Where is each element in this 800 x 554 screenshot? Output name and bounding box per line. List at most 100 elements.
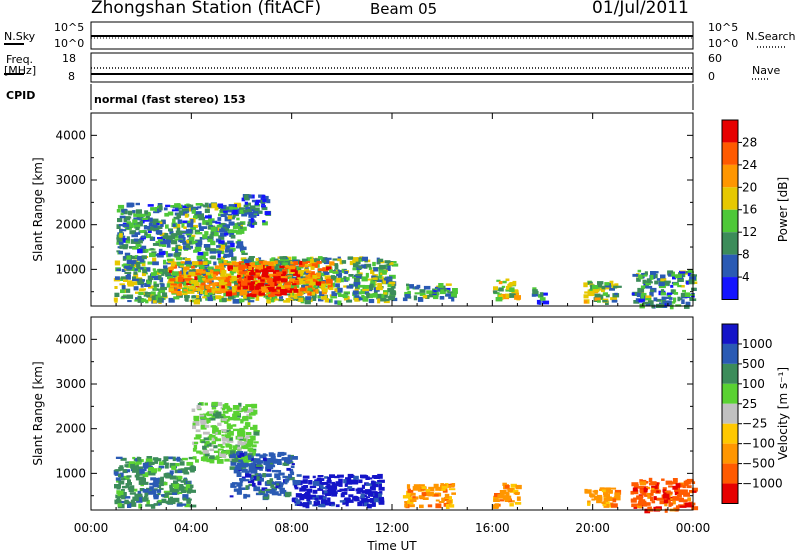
data-cell (123, 279, 129, 282)
data-cell (195, 203, 203, 206)
data-cell (139, 238, 145, 242)
data-cell (509, 287, 515, 293)
data-cell (174, 238, 180, 241)
data-cell (192, 421, 200, 426)
data-cell (139, 213, 145, 218)
colorbar-tick-label: −100 (742, 437, 775, 451)
data-cell (210, 220, 218, 224)
data-cell (331, 291, 336, 297)
y-tick-label: 1000 (55, 466, 86, 480)
data-cell (204, 260, 212, 264)
data-cell (360, 493, 365, 499)
data-cell (194, 213, 200, 217)
data-cell (675, 483, 681, 488)
data-cell (410, 497, 417, 502)
data-cell (336, 273, 343, 277)
data-cell (227, 240, 234, 245)
data-cell (200, 273, 204, 276)
data-cell (253, 441, 259, 444)
data-cell (251, 221, 258, 225)
data-cell (382, 270, 387, 275)
data-cell (203, 204, 208, 208)
data-cell (240, 246, 247, 251)
data-cell (196, 255, 202, 260)
data-cell (262, 220, 266, 223)
data-cell (338, 478, 343, 483)
data-cell (691, 487, 698, 492)
data-cell (245, 470, 250, 476)
data-cell (172, 497, 180, 503)
data-cell (604, 487, 610, 492)
data-cell (205, 279, 210, 283)
data-cell (233, 295, 240, 298)
data-cell (207, 222, 213, 226)
data-cell (259, 466, 263, 471)
freq-tick-top: 18 (62, 52, 76, 65)
data-cell (158, 206, 163, 211)
data-cell (165, 224, 169, 229)
colorbar-tick-label: 12 (742, 225, 757, 239)
data-cell (293, 261, 298, 266)
data-cell (495, 297, 503, 302)
data-cell (243, 438, 247, 442)
data-cell (682, 499, 688, 503)
data-cell (164, 492, 169, 498)
data-cell (407, 500, 414, 505)
data-cell (597, 284, 603, 288)
data-cell (205, 441, 210, 445)
data-cell (672, 482, 678, 485)
data-cell (238, 277, 242, 282)
data-cell (268, 299, 275, 303)
data-cell (680, 285, 685, 288)
data-cell (260, 277, 265, 282)
data-cell (143, 219, 150, 222)
data-cell (632, 487, 638, 492)
data-cell (609, 287, 615, 291)
data-cell (215, 429, 222, 435)
data-cell (515, 492, 520, 495)
data-cell (247, 275, 254, 281)
data-cell (254, 207, 260, 212)
data-cell (639, 500, 647, 505)
data-cell (207, 238, 213, 243)
data-cell (232, 225, 237, 230)
data-cell (159, 288, 166, 293)
data-cell (385, 279, 393, 284)
data-cell (313, 285, 317, 288)
data-cell (633, 497, 637, 503)
data-cell (404, 501, 409, 504)
data-cell (153, 211, 160, 214)
data-cell (653, 297, 658, 302)
data-cell (606, 496, 612, 500)
data-cell (195, 429, 201, 433)
data-cell (406, 286, 410, 291)
data-cell (313, 258, 320, 263)
data-cell (357, 487, 364, 493)
data-cell (204, 402, 208, 406)
data-cell (245, 443, 252, 448)
x-tick-label: 00:00 (74, 521, 109, 535)
data-cell (120, 457, 127, 461)
data-cell (183, 226, 187, 229)
data-cell (326, 483, 331, 489)
data-cell (638, 299, 645, 303)
data-cell (355, 259, 361, 265)
data-cell (285, 459, 291, 464)
data-cell (238, 226, 243, 229)
data-cell (601, 489, 606, 493)
data-cell (152, 243, 159, 246)
data-cell (608, 504, 614, 508)
data-cell (180, 261, 185, 264)
data-cell (281, 490, 286, 494)
data-cell (232, 445, 238, 449)
data-cell (169, 475, 177, 480)
data-cell (442, 484, 447, 487)
data-cell (271, 469, 279, 473)
data-cell (636, 277, 641, 282)
data-cell (121, 209, 125, 215)
data-cell (171, 247, 176, 251)
data-cell (513, 489, 519, 493)
data-cell (215, 295, 222, 300)
data-cell (253, 430, 260, 433)
data-cell (445, 504, 450, 509)
